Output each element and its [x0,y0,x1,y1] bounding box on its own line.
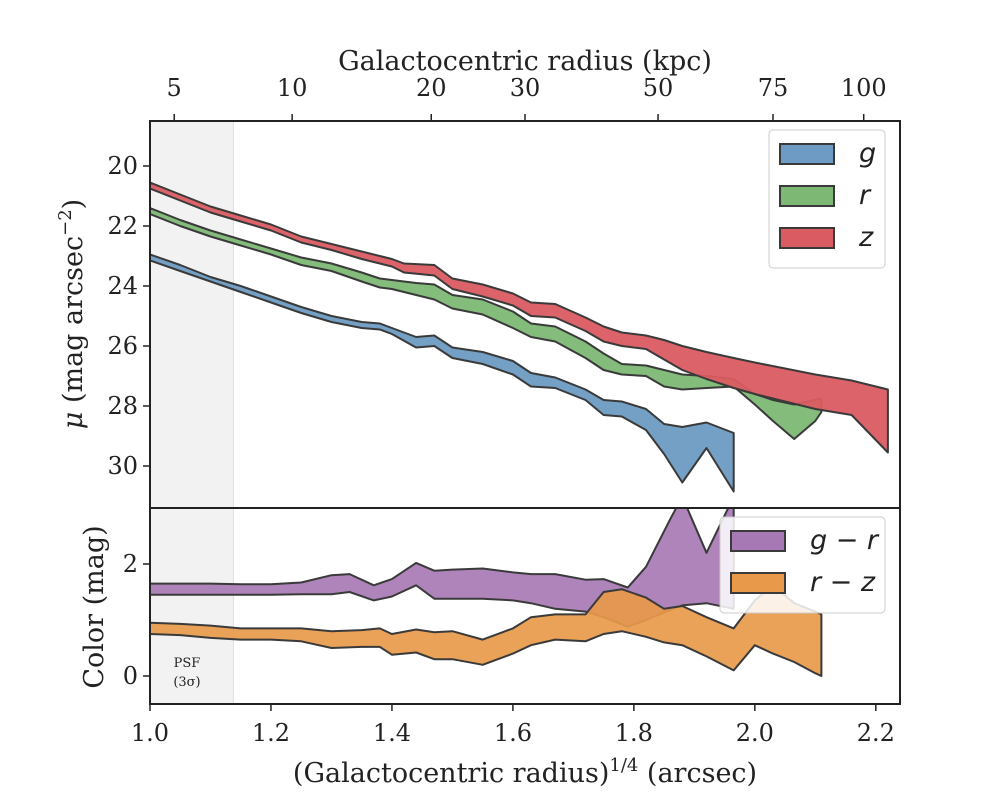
y-tick-label-top-3: 26 [107,332,138,360]
y-tick-label-top-4: 28 [107,392,138,420]
series-band-surface-brightness-0 [150,253,735,493]
x-tick-label-4: 1.8 [615,719,653,747]
y-title-end: ) [58,199,89,210]
psf-label-line1: PSF [174,656,201,671]
legends-layer: grz g − r r − z [719,129,886,614]
legend-label-surface-brightness-2: z [858,222,874,253]
x-tick-label-5: 2.0 [736,719,774,747]
series-band-surface-brightness-1 [150,207,823,440]
x-axis-title: (Galactocentric radius)1/4 (arcsec) [293,755,757,789]
y-tick-label-top-5: 30 [107,452,138,480]
series-band-color-1 [150,584,823,677]
legend-label-color-1: r − z [810,567,876,598]
legend-swatch-surface-brightness-0 [779,143,835,165]
y-tick-label-bottom-0: 0 [123,662,138,690]
x-tick-label-2: 1.4 [373,719,411,747]
x-tick-label-0: 1.0 [131,719,169,747]
top-tick-label-4: 50 [643,74,674,102]
top-tick-label-0: 5 [167,74,182,102]
y-title-sup: −2 [55,209,76,236]
top-tick-label-3: 30 [510,74,541,102]
x-tick-label-3: 1.6 [494,719,532,747]
panel-frame-color [149,507,901,705]
top-axis-title: Galactocentric radius (kpc) [338,46,712,77]
y-tick-label-bottom-1: 2 [123,550,138,578]
series-band-surface-brightness-2 [150,181,889,454]
x-axis-title-unit: (arcsec) [638,758,757,789]
x-tick-label-1: 1.2 [252,719,290,747]
x-tick-label-6: 2.2 [857,719,895,747]
top-tick-label-5: 75 [758,74,789,102]
panel-surface-brightness-areas [150,181,889,493]
y-tick-label-top-2: 24 [107,272,138,300]
y-title-mu: μ [58,412,89,430]
psf-region-layer [150,121,234,704]
bottom-panel-y-title: Color (mag) [79,525,110,688]
y-title-text: (mag arcsec [58,236,89,412]
psf-label-line2: (3σ) [173,675,200,690]
psf-region [150,121,234,704]
legend-label-surface-brightness-1: r [859,180,872,211]
data-areas-layer [150,181,889,677]
legend-label-color-0: g − r [810,525,880,556]
y-tick-label-top-1: 22 [107,212,138,240]
y-tick-label-top-0: 20 [107,152,138,180]
legend-label-surface-brightness-0: g [859,138,876,169]
x-axis-title-main: (Galactocentric radius) [293,758,609,789]
legend-swatch-surface-brightness-1 [779,185,835,207]
top-tick-label-6: 100 [841,74,887,102]
legend-swatch-color-0 [730,530,786,552]
x-axis-title-sup: 1/4 [609,755,638,776]
top-tick-label-2: 20 [416,74,447,102]
legend-swatch-surface-brightness-2 [779,227,835,249]
axes-layer: 20 22 24 26 28 30 0 2 1.0 1.2 1.4 1.6 1.8 2.0 2.2 5 10 20… [107,74,901,747]
axis-titles-layer: Galactocentric radius (kpc) (Galactocent… [55,46,757,789]
top-panel-y-title: μ (mag arcsec−2) [55,199,89,429]
legend-swatch-color-1 [730,572,786,594]
top-tick-label-1: 10 [277,74,308,102]
